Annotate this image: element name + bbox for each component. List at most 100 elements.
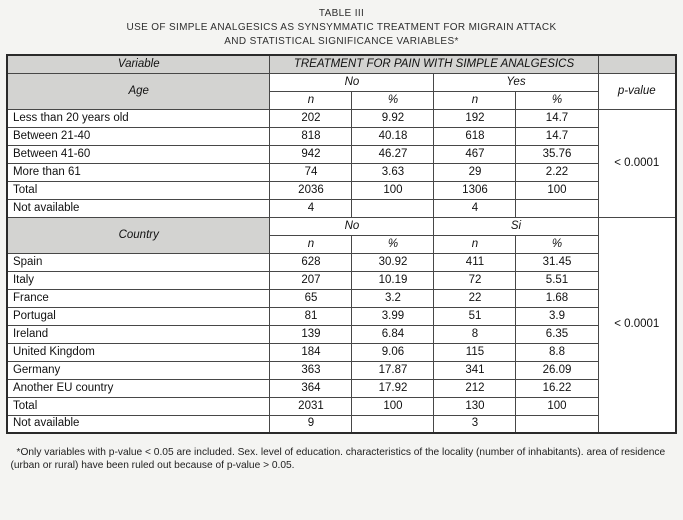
no-n-cell: 363 xyxy=(269,360,353,380)
table-row: Ireland 139 6.84 8 6.35 xyxy=(6,324,676,344)
table-row: Between 41-60 942 46.27 467 35.76 xyxy=(6,144,676,164)
table-caption-line-2: AND STATISTICAL SIGNIFICANCE VARIABLES* xyxy=(224,36,459,47)
age-p-value-cell: < 0.0001 xyxy=(597,108,677,218)
variable-header-cell: Variable xyxy=(6,54,271,74)
table-row: France 65 3.2 22 1.68 xyxy=(6,288,676,308)
no-pct-cell: 100 xyxy=(351,180,435,200)
pct-header-cell: % xyxy=(515,90,599,110)
no-pct-cell: 46.27 xyxy=(351,144,435,164)
no-n-cell: 202 xyxy=(269,108,353,128)
no-n-cell: 818 xyxy=(269,126,353,146)
no-n-cell: 9 xyxy=(269,414,353,434)
yes-pct-cell: 14.7 xyxy=(515,108,599,128)
no-pct-cell: 100 xyxy=(351,396,435,416)
row-label-cell: Germany xyxy=(6,360,271,380)
yes-pct-cell: 100 xyxy=(515,180,599,200)
country-group-header-cell: Country xyxy=(6,216,271,254)
table-caption-line-1: USE OF SIMPLE ANALGESICS AS SYNSYMMATIC … xyxy=(126,22,557,33)
table-row: Not available 4 4 xyxy=(6,198,676,218)
age-no-header-cell: No xyxy=(269,72,435,92)
row-label-cell: Not available xyxy=(6,414,271,434)
country-si-header-cell: Si xyxy=(433,216,599,236)
yes-pct-cell: 8.8 xyxy=(515,342,599,362)
row-label-cell: Total xyxy=(6,396,271,416)
table-row: Germany 363 17.87 341 26.09 xyxy=(6,360,676,380)
table-row: More than 61 74 3.63 29 2.22 xyxy=(6,162,676,182)
n-header-cell: n xyxy=(269,234,353,254)
yes-pct-cell: 26.09 xyxy=(515,360,599,380)
row-label-cell: France xyxy=(6,288,271,308)
yes-pct-cell: 2.22 xyxy=(515,162,599,182)
no-n-cell: 4 xyxy=(269,198,353,218)
no-pct-cell: 17.87 xyxy=(351,360,435,380)
treatment-header-cell: TREATMENT FOR PAIN WITH SIMPLE ANALGESIC… xyxy=(269,54,599,74)
yes-n-cell: 341 xyxy=(433,360,517,380)
no-pct-cell: 3.2 xyxy=(351,288,435,308)
row-label-cell: Between 41-60 xyxy=(6,144,271,164)
table-row: Total 2031 100 130 100 xyxy=(6,396,676,416)
table-number: TABLE III xyxy=(318,8,365,19)
no-n-cell: 364 xyxy=(269,378,353,398)
country-header-row: Country No Si < 0.0001 xyxy=(6,216,677,434)
table-header-row: Variable TREATMENT FOR PAIN WITH SIMPLE … xyxy=(6,54,677,74)
n-header-cell: n xyxy=(433,234,517,254)
row-label-cell: Another EU country xyxy=(6,378,271,398)
row-label-cell: Italy xyxy=(6,270,271,290)
header-spacer-cell xyxy=(597,54,677,74)
yes-pct-cell: 31.45 xyxy=(515,252,599,272)
yes-pct-cell: 1.68 xyxy=(515,288,599,308)
yes-n-cell: 51 xyxy=(433,306,517,326)
table-footnote: *Only variables with p-value < 0.05 are … xyxy=(10,447,666,471)
no-n-cell: 139 xyxy=(269,324,353,344)
no-pct-cell: 9.92 xyxy=(351,108,435,128)
yes-pct-cell: 6.35 xyxy=(515,324,599,344)
no-n-cell: 65 xyxy=(269,288,353,308)
yes-n-cell: 29 xyxy=(433,162,517,182)
no-pct-cell xyxy=(351,198,435,218)
n-header-cell: n xyxy=(433,90,517,110)
table-row: Not available 9 3 xyxy=(6,414,676,434)
yes-pct-cell: 35.76 xyxy=(515,144,599,164)
table-row: Portugal 81 3.99 51 3.9 xyxy=(6,306,676,326)
yes-n-cell: 8 xyxy=(433,324,517,344)
yes-n-cell: 192 xyxy=(433,108,517,128)
yes-pct-cell: 3.9 xyxy=(515,306,599,326)
table-row: Total 2036 100 1306 100 xyxy=(6,180,676,200)
no-pct-cell: 9.06 xyxy=(351,342,435,362)
row-label-cell: Total xyxy=(6,180,271,200)
age-group-header-cell: Age xyxy=(6,72,271,110)
no-pct-cell: 3.99 xyxy=(351,306,435,326)
yes-pct-cell: 14.7 xyxy=(515,126,599,146)
no-pct-cell: 3.63 xyxy=(351,162,435,182)
no-n-cell: 2036 xyxy=(269,180,353,200)
yes-n-cell: 1306 xyxy=(433,180,517,200)
n-header-cell: n xyxy=(269,90,353,110)
no-pct-cell: 40.18 xyxy=(351,126,435,146)
analgesics-table: Variable TREATMENT FOR PAIN WITH SIMPLE … xyxy=(5,54,678,434)
yes-n-cell: 411 xyxy=(433,252,517,272)
yes-n-cell: 3 xyxy=(433,414,517,434)
no-pct-cell: 6.84 xyxy=(351,324,435,344)
yes-n-cell: 115 xyxy=(433,342,517,362)
table-row: Spain 628 30.92 411 31.45 xyxy=(6,252,676,272)
no-pct-cell: 17.92 xyxy=(351,378,435,398)
table-row: Less than 20 years old 202 9.92 192 14.7… xyxy=(6,108,677,218)
no-pct-cell: 10.19 xyxy=(351,270,435,290)
yes-n-cell: 618 xyxy=(433,126,517,146)
no-n-cell: 942 xyxy=(269,144,353,164)
age-yes-header-cell: Yes xyxy=(433,72,599,92)
no-n-cell: 184 xyxy=(269,342,353,362)
country-no-header-cell: No xyxy=(269,216,435,236)
row-label-cell: United Kingdom xyxy=(6,342,271,362)
row-label-cell: Between 21-40 xyxy=(6,126,271,146)
row-label-cell: Spain xyxy=(6,252,271,272)
country-subheader-row: n % n % xyxy=(7,234,676,254)
no-pct-cell xyxy=(351,414,435,434)
table-row: Italy 207 10.19 72 5.51 xyxy=(6,270,676,290)
pct-header-cell: % xyxy=(351,90,435,110)
yes-n-cell: 72 xyxy=(433,270,517,290)
yes-n-cell: 4 xyxy=(433,198,517,218)
pct-header-cell: % xyxy=(351,234,435,254)
no-n-cell: 74 xyxy=(269,162,353,182)
